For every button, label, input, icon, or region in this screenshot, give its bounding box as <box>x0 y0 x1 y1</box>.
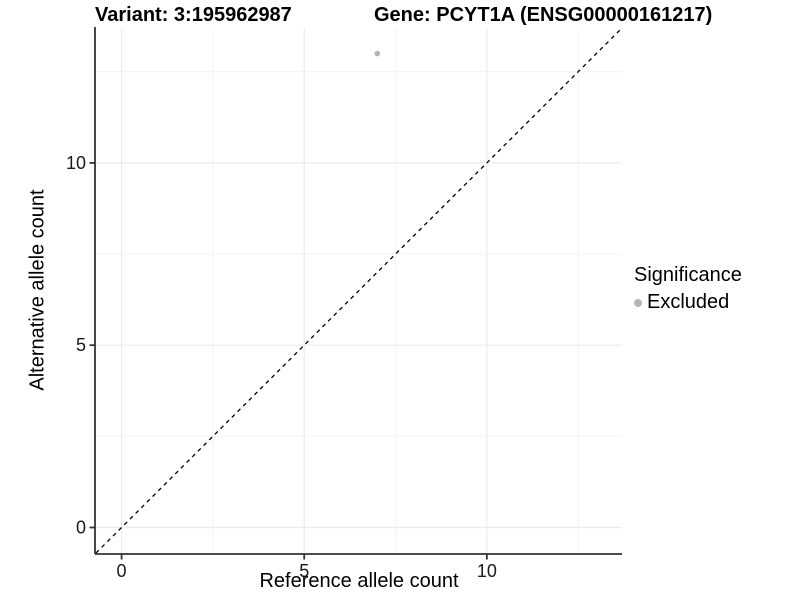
x-axis-title: Reference allele count <box>259 570 459 592</box>
legend-item-label: Excluded <box>647 291 730 313</box>
legend-title: Significance <box>634 264 742 286</box>
identity-reference-line <box>95 27 623 554</box>
data-point <box>374 50 381 57</box>
y-axis-tick-label: 10 <box>66 153 86 173</box>
x-axis-tick-label: 5 <box>299 561 309 581</box>
plot-title-gene: Gene: PCYT1A (ENSG00000161217) <box>374 4 713 26</box>
y-axis-tick-label: 0 <box>76 517 86 537</box>
legend: Significance Excluded <box>634 264 742 314</box>
x-axis-tick-label: 10 <box>477 561 497 581</box>
x-axis-tick-label: 0 <box>117 561 127 581</box>
y-axis-tick-label: 5 <box>76 335 86 355</box>
legend-item-excluded: Excluded <box>634 291 742 314</box>
legend-point-icon <box>634 298 642 307</box>
plot-title-variant: Variant: 3:195962987 <box>95 4 292 26</box>
